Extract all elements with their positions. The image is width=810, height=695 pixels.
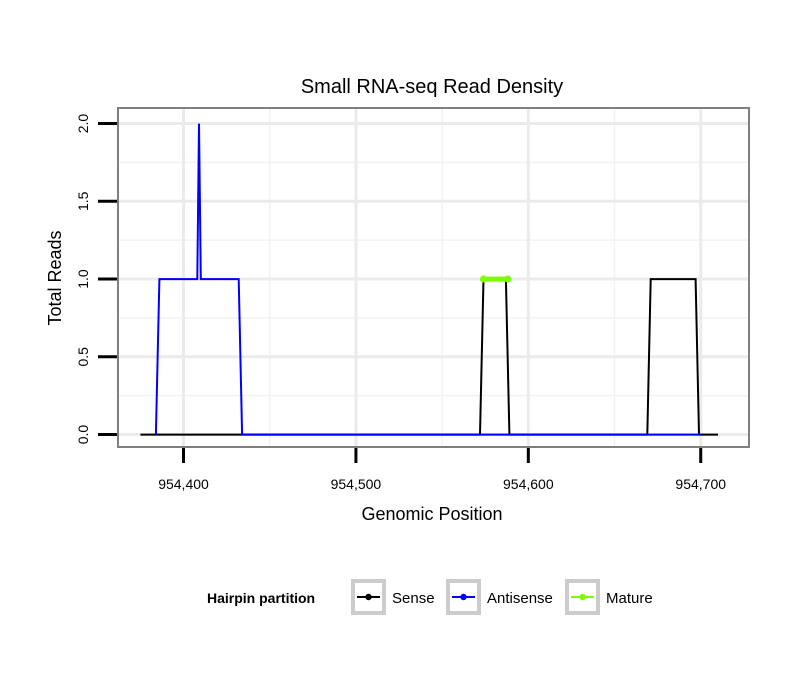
legend-title: Hairpin partition: [207, 590, 315, 606]
legend-label-mature: Mature: [606, 590, 653, 607]
x-axis-title: Genomic Position: [361, 504, 502, 524]
x-tick-label-2: 954,600: [503, 476, 554, 492]
series-mature-point-1: [504, 275, 512, 283]
legend-key-antisense-dot: [460, 593, 467, 601]
chart-title: Small RNA-seq Read Density: [301, 76, 563, 98]
x-axis: 954,400 954,500 954,600 954,700: [158, 448, 726, 492]
legend-label-sense: Sense: [392, 590, 435, 607]
y-tick-label-3: 1.5: [75, 191, 91, 211]
y-tick-label-1: 0.5: [75, 347, 91, 367]
y-axis: 0.0 0.5 1.0 1.5 2.0: [75, 114, 117, 445]
y-tick-label-2: 1.0: [75, 269, 91, 289]
series-antisense-line: [154, 123, 701, 436]
plot-panel-border: [117, 107, 750, 448]
y-axis-title: Total Reads: [45, 230, 65, 325]
y-tick-label-4: 2.0: [75, 114, 91, 134]
series-mature-point-0: [479, 275, 487, 283]
legend-key-sense-dot: [365, 593, 372, 601]
legend-key-mature-dot: [579, 593, 586, 601]
legend: Hairpin partition Sense Antisense Mature: [207, 579, 653, 615]
data-layer: [140, 123, 718, 436]
legend-entry-antisense: Antisense: [446, 579, 553, 615]
x-tick-label-3: 954,700: [675, 476, 726, 492]
legend-entry-mature: Mature: [565, 579, 653, 615]
x-tick-label-1: 954,500: [331, 476, 382, 492]
legend-entry-sense: Sense: [351, 579, 435, 615]
x-tick-label-0: 954,400: [158, 476, 209, 492]
legend-label-antisense: Antisense: [487, 590, 553, 607]
y-tick-label-0: 0.0: [75, 425, 91, 445]
